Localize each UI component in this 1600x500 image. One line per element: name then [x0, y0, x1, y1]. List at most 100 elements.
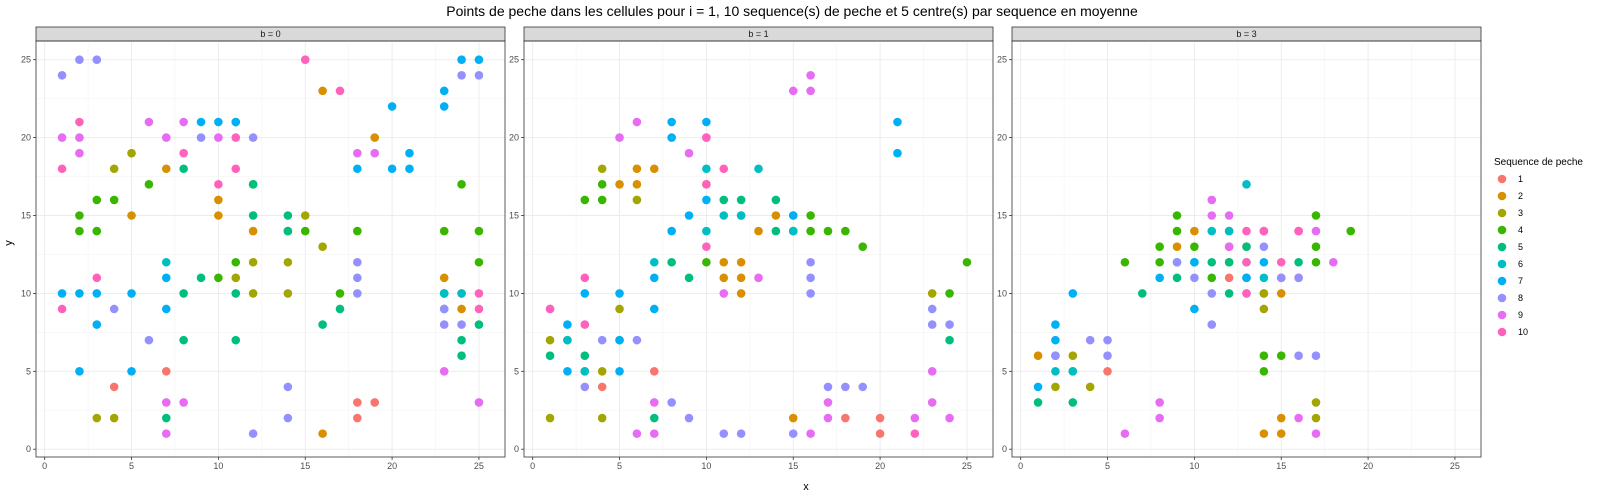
y-tick-label: 20 — [997, 133, 1007, 143]
legend-key-seq-8 — [1497, 293, 1507, 303]
y-tick-label: 5 — [1002, 366, 1007, 376]
data-point-seq-10 — [702, 180, 711, 189]
legend-label: 8 — [1518, 293, 1523, 303]
data-point-seq-3 — [1259, 304, 1269, 314]
data-point-seq-7 — [1155, 273, 1164, 283]
y-tick-label: 10 — [997, 288, 1007, 298]
data-point-seq-7 — [231, 117, 241, 127]
data-point-seq-7 — [563, 320, 572, 329]
data-point-seq-1 — [875, 429, 885, 438]
x-tick-label: 10 — [213, 461, 223, 471]
data-point-seq-9 — [179, 398, 188, 407]
data-point-seq-2 — [736, 289, 746, 298]
data-point-seq-9 — [1224, 242, 1234, 251]
data-point-seq-2 — [1276, 289, 1286, 298]
data-point-seq-7 — [1051, 335, 1060, 345]
data-point-seq-6 — [736, 211, 746, 220]
data-point-seq-10 — [702, 242, 711, 251]
data-point-seq-6 — [580, 367, 590, 376]
data-point-seq-8 — [806, 289, 815, 298]
data-point-seq-2 — [1172, 242, 1182, 251]
data-point-seq-5 — [1224, 289, 1234, 298]
data-point-seq-5 — [283, 211, 293, 220]
data-point-seq-4 — [1311, 211, 1321, 220]
data-point-seq-4 — [823, 226, 833, 236]
data-point-seq-5 — [231, 335, 241, 345]
legend-label: 2 — [1518, 191, 1523, 201]
data-point-seq-7 — [649, 304, 659, 314]
legend-label: 7 — [1518, 276, 1523, 286]
data-point-seq-5 — [649, 413, 659, 423]
data-point-seq-1 — [161, 367, 171, 376]
data-point-seq-9 — [649, 429, 659, 438]
data-point-seq-9 — [1207, 211, 1217, 220]
data-point-seq-8 — [1276, 273, 1286, 283]
facet-strip-label: b = 3 — [1236, 29, 1256, 39]
data-point-seq-2 — [161, 164, 171, 174]
data-point-seq-8 — [1103, 351, 1112, 361]
data-point-seq-4 — [144, 180, 154, 189]
data-point-seq-1 — [841, 413, 850, 423]
panel-border — [1011, 40, 1482, 458]
data-point-seq-6 — [439, 289, 449, 298]
data-point-seq-4 — [580, 195, 590, 205]
data-point-seq-2 — [248, 226, 258, 236]
data-point-seq-4 — [1311, 242, 1321, 251]
data-point-seq-7 — [563, 367, 572, 376]
data-point-seq-10 — [179, 148, 188, 158]
panel-1: b = 0 0 5 10 15 20 25 0 5 10 15 20 25 — [21, 26, 506, 471]
grid-lines — [524, 41, 993, 457]
data-point-seq-6 — [649, 257, 659, 267]
y-tick-label: 20 — [509, 133, 519, 143]
data-point-seq-3 — [597, 367, 607, 376]
data-point-seq-9 — [75, 133, 84, 142]
data-point-seq-3 — [597, 164, 607, 174]
data-point-seq-7 — [702, 117, 711, 127]
data-point-seq-4 — [457, 180, 466, 189]
data-point-seq-9 — [754, 273, 763, 283]
x-tick-label: 0 — [42, 461, 47, 471]
data-point-seq-3 — [1311, 398, 1321, 407]
data-point-seq-4 — [92, 226, 102, 236]
data-point-seq-5 — [1294, 257, 1303, 267]
data-point-seq-2 — [214, 195, 223, 205]
data-point-seq-7 — [439, 102, 449, 111]
data-point-seq-9 — [945, 413, 954, 423]
data-point-seq-2 — [318, 86, 327, 96]
data-point-seq-9 — [806, 86, 815, 96]
data-point-seq-4 — [1190, 242, 1199, 251]
data-point-seq-2 — [1276, 413, 1286, 423]
data-point-seq-10 — [92, 273, 102, 283]
data-point-seq-2 — [736, 257, 746, 267]
y-tick-label: 25 — [997, 55, 1007, 65]
data-point-seq-4 — [1207, 273, 1217, 283]
x-tick-label: 5 — [129, 461, 134, 471]
data-point-seq-8 — [1207, 289, 1217, 298]
legend-key-seq-2 — [1497, 191, 1507, 201]
data-point-seq-9 — [927, 398, 937, 407]
x-axis-title: x — [803, 481, 809, 493]
data-point-seq-2 — [649, 164, 659, 174]
data-point-seq-7 — [439, 86, 449, 96]
legend: Sequence de peche 1 2 3 4 5 6 7 8 9 10 — [1494, 157, 1583, 337]
data-point-seq-7 — [214, 117, 223, 127]
data-point-seq-5 — [771, 226, 781, 236]
data-point-seq-6 — [457, 289, 466, 298]
data-point-seq-8 — [1051, 351, 1060, 361]
legend-label: 5 — [1518, 242, 1523, 252]
data-point-seq-7 — [1190, 257, 1199, 267]
y-tick-label: 0 — [1002, 444, 1007, 454]
data-point-seq-8 — [927, 304, 937, 314]
x-tick-label: 0 — [1018, 461, 1023, 471]
data-point-seq-8 — [632, 335, 642, 345]
data-point-seq-6 — [161, 257, 171, 267]
data-point-seq-4 — [300, 226, 310, 236]
data-point-seq-5 — [945, 335, 954, 345]
legend-key-seq-4 — [1497, 225, 1507, 235]
data-point-seq-8 — [1294, 351, 1303, 361]
data-point-seq-2 — [632, 164, 642, 174]
data-point-seq-4 — [92, 195, 102, 205]
data-point-seq-10 — [231, 133, 241, 142]
data-point-seq-5 — [736, 195, 746, 205]
data-point-seq-7 — [1259, 257, 1269, 267]
